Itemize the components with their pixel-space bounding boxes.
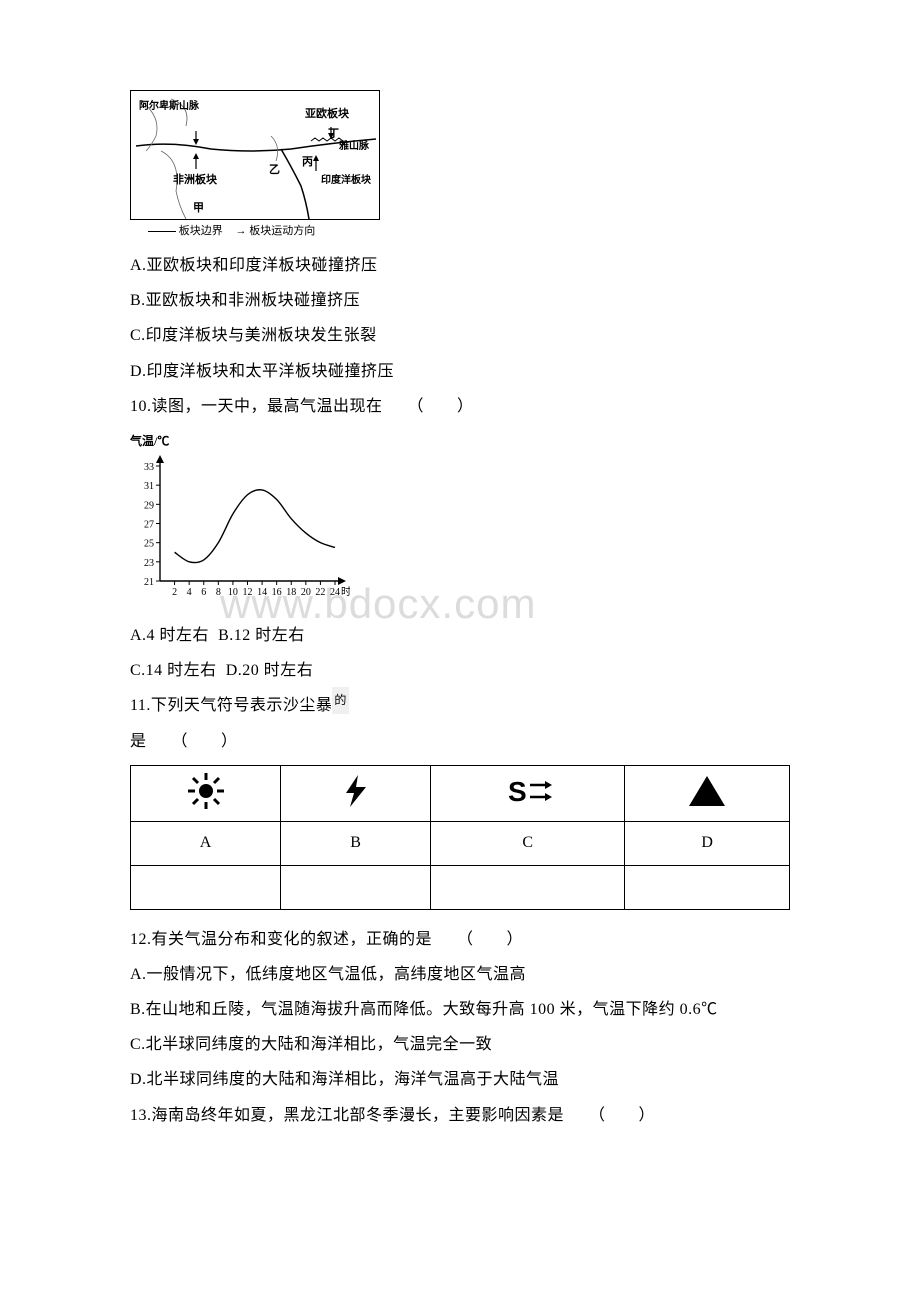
svg-text:6: 6 (201, 587, 206, 598)
bolt-icon (336, 771, 376, 811)
q11-text-line1: 11.下列天气符号表示沙尘暴的 (130, 688, 790, 723)
q13-text: 13.海南岛终年如夏，黑龙江北部冬季漫长，主要影响因素是 （ ） (130, 1098, 790, 1133)
q11-text-line2: 是 （ ） (130, 724, 790, 759)
map-label-alps: 阿尔卑斯山脉 (139, 97, 199, 112)
symbol-cell-d (625, 765, 790, 821)
svg-text:14: 14 (257, 587, 267, 598)
map-label-eurasia: 亚欧板块 (305, 105, 349, 121)
q10-text: 10.读图，一天中，最高气温出现在 （ ） (130, 389, 790, 424)
triangle-icon (685, 772, 729, 810)
svg-text:23: 23 (144, 558, 154, 569)
svg-text:20: 20 (301, 587, 311, 598)
q10-option-c: C.14 时左右 (130, 662, 217, 679)
symbol-cell-c: S (431, 765, 625, 821)
map-label-ding: 丁 (328, 125, 339, 141)
svg-text:16: 16 (272, 587, 282, 598)
svg-text:18: 18 (286, 587, 296, 598)
chart-ylabel: 气温/℃ (130, 432, 350, 449)
symbol-empty-a (131, 865, 281, 909)
map-label-yi: 乙 (269, 161, 280, 177)
legend-direction-text: 板块运动方向 (249, 225, 315, 237)
map-legend: 板块边界 → 板块运动方向 (148, 222, 790, 238)
svg-text:21: 21 (144, 577, 154, 588)
svg-text:25: 25 (144, 539, 154, 550)
weather-symbols-table: S A B C D (130, 765, 790, 910)
sun-icon (186, 771, 226, 811)
q12-option-d: D.北半球同纬度的大陆和海洋相比，海洋气温高于大陆气温 (130, 1062, 790, 1097)
symbol-empty-b (281, 865, 431, 909)
plate-map-figure: 阿尔卑斯山脉 亚欧板块 丁 雅山脉 丙 乙 印度洋板块 非洲板块 甲 (130, 90, 380, 220)
symbol-cell-b (281, 765, 431, 821)
legend-boundary-text: 板块边界 (179, 225, 223, 237)
q11-main: 11.下列天气符号表示沙尘暴 (130, 697, 332, 714)
q11-sup: 的 (332, 687, 349, 713)
q9-option-b: B.亚欧板块和非洲板块碰撞挤压 (130, 283, 790, 318)
svg-text:10: 10 (228, 587, 238, 598)
q10-option-b: B.12 时左右 (218, 627, 305, 644)
svg-text:时: 时 (341, 586, 350, 598)
q10-options-row1: A.4 时左右 B.12 时左右 (130, 618, 790, 653)
sandstorm-icon: S (502, 773, 554, 809)
symbol-empty-c (431, 865, 625, 909)
map-label-bing: 丙 (302, 153, 313, 169)
svg-text:2: 2 (172, 587, 177, 598)
symbol-cell-a (131, 765, 281, 821)
svg-text:4: 4 (187, 587, 192, 598)
map-label-jia: 甲 (193, 199, 204, 215)
svg-text:33: 33 (144, 462, 154, 473)
q12-text: 12.有关气温分布和变化的叙述，正确的是 （ ） (130, 922, 790, 957)
q9-option-c: C.印度洋板块与美洲板块发生张裂 (130, 318, 790, 353)
symbol-label-c: C (431, 821, 625, 865)
q9-option-a: A.亚欧板块和印度洋板块碰撞挤压 (130, 248, 790, 283)
map-label-africa: 非洲板块 (173, 171, 217, 187)
q12-option-b: B.在山地和丘陵，气温随海拔升高而降低。大致每升高 100 米，气温下降约 0.… (130, 992, 790, 1027)
q10-option-d: D.20 时左右 (226, 662, 314, 679)
temperature-chart: 气温/℃ 2123252729313324681012141618202224时 (130, 432, 350, 606)
symbol-label-a: A (131, 821, 281, 865)
q10-option-a: A.4 时左右 (130, 627, 209, 644)
svg-text:22: 22 (315, 587, 325, 598)
symbol-label-b: B (281, 821, 431, 865)
svg-text:29: 29 (144, 500, 154, 511)
svg-text:S: S (508, 776, 527, 807)
page-content: 阿尔卑斯山脉 亚欧板块 丁 雅山脉 丙 乙 印度洋板块 非洲板块 甲 板块边界 … (130, 90, 790, 1133)
svg-text:24: 24 (330, 587, 340, 598)
svg-text:31: 31 (144, 481, 154, 492)
q12-option-a: A.一般情况下，低纬度地区气温低，高纬度地区气温高 (130, 957, 790, 992)
q12-option-c: C.北半球同纬度的大陆和海洋相比，气温完全一致 (130, 1027, 790, 1062)
svg-text:8: 8 (216, 587, 221, 598)
svg-text:12: 12 (243, 587, 253, 598)
symbol-label-d: D (625, 821, 790, 865)
svg-text:27: 27 (144, 519, 154, 530)
symbol-empty-d (625, 865, 790, 909)
map-label-india: 印度洋板块 (321, 171, 371, 186)
q10-options-row2: C.14 时左右 D.20 时左右 (130, 653, 790, 688)
map-label-himalaya: 雅山脉 (339, 137, 369, 152)
q9-option-d: D.印度洋板块和太平洋板块碰撞挤压 (130, 354, 790, 389)
